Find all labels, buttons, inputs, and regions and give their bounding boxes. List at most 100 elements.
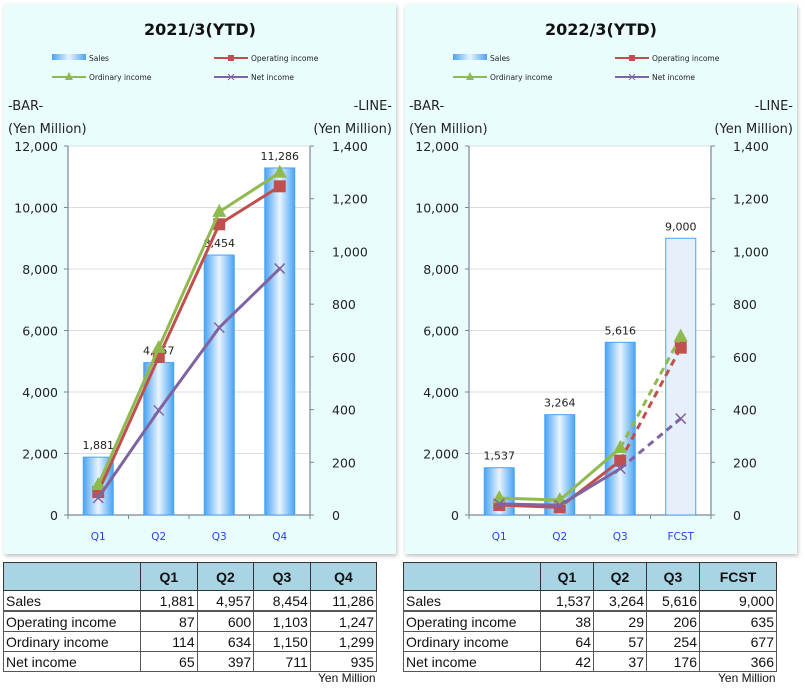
table-row: Ordinary income 114 634 1,150 1,299 [3,631,378,652]
left-axis-unit: (Yen Million) [409,122,488,137]
table-cell: 1,299 [309,631,378,652]
left-tick-label: 0 [50,508,58,523]
x-marker [554,499,566,511]
row-label: Ordinary income [3,631,141,652]
line-segment [96,408,161,500]
left-axis-title: -BAR- [409,99,445,114]
line-segment [157,326,221,412]
left-axis-title: -BAR- [8,99,44,114]
right-tick-label: 400 [733,403,757,418]
table-cell: 397 [196,651,255,672]
row-label: Net income [3,651,141,672]
table-cell: 1,150 [253,631,311,652]
category-label: Q1 [492,531,507,543]
table-cell: 5,616 [646,590,700,612]
table-cell: 114 [140,631,198,652]
line-segment [96,346,161,487]
right-axis-title: -LINE- [354,99,393,114]
bar-value-label: 9,000 [665,220,697,233]
category-label: Q2 [151,531,166,543]
category-label: Q3 [613,531,628,543]
x-marker [274,263,286,275]
table-row: Sales 1,537 3,264 5,616 9,000 [403,590,777,612]
table-cell: 176 [646,651,700,672]
triangle-marker [272,164,287,178]
table-header-cell: Q3 [253,562,311,591]
table-cell: 1,247 [309,610,378,632]
chart-panel-2021: 2021/3(YTD) Sales Operating income Ordinary… [4,4,396,554]
row-label: Operating income [3,610,141,632]
x-marker [153,404,165,416]
legend-item: Ordinary income [52,72,152,82]
table-row: Operating income 87 600 1,103 1,247 [3,610,378,632]
legend-item: Net income [615,73,695,82]
line-segment [497,502,562,507]
unit-label: Yen Million [318,671,376,685]
left-tick-label: 6,000 [423,324,459,339]
bar-fcst [665,237,697,516]
x-marker [92,492,104,504]
line-segment [558,467,622,507]
table-row: Operating income 38 29 206 635 [403,610,777,632]
left-tick-label: 6,000 [22,324,58,339]
bar-value-label: 1,881 [83,439,115,452]
data-table-2021: Q1 Q2 Q3 Q4 Sales 1,881 4,957 8,454 11,2… [3,562,378,672]
table-cell: 87 [140,610,198,632]
row-label: Ordinary income [403,631,541,652]
left-tick-label: 0 [451,508,459,523]
left-tick-label: 4,000 [22,385,58,400]
legend-item: Ordinary income [453,72,553,82]
series-operating-income [92,180,286,499]
table-row: Ordinary income 64 57 254 677 [403,631,777,652]
table-header-cell [403,562,541,591]
left-tick-label: 12,000 [14,139,58,154]
x-marker [614,463,626,475]
table-header-cell: Q1 [140,562,198,591]
bar-value-label: 3,264 [544,397,576,410]
legend: Sales Operating income Ordinary income Net … [52,54,319,82]
legend: Sales Operating income Ordinary income Net … [453,54,720,82]
chart-title: 2022/3(YTD) [545,20,657,39]
legend-item: Sales [52,54,109,63]
table-header-cell: Q4 [309,562,378,591]
table-row: Sales 1,881 4,957 8,454 11,286 [3,590,378,612]
line-segment [157,222,221,359]
bar-value-label: 11,286 [261,150,300,163]
legend-label: Ordinary income [89,73,152,82]
table-cell: 57 [593,631,647,652]
bar-q2 [143,362,175,516]
forecast-line-segment [618,346,683,462]
right-axis-unit: (Yen Million) [714,122,793,137]
left-tick-label: 4,000 [423,385,459,400]
chart-2021: 2021/3(YTD) Sales Operating income Ordinary… [8,20,393,543]
forecast-line-segment [618,335,683,449]
x-marker [493,498,505,510]
right-tick-label: 0 [332,508,340,523]
legend-square-marker [228,55,234,61]
category-label: Q1 [91,531,106,543]
legend-item: Operating income [615,54,720,63]
triangle-marker [212,203,227,217]
table-header-row: Q1 Q2 Q3 Q4 [3,562,378,591]
line-segment [157,210,221,350]
left-tick-label: 12,000 [415,139,459,154]
line-segment [558,446,622,502]
right-tick-label: 1,000 [733,244,769,259]
table-cell: 3,264 [593,590,647,612]
legend-label: Sales [490,54,510,63]
legend-item: Sales [453,54,510,63]
row-label: Net income [403,651,541,672]
table-cell: 1,537 [540,590,594,612]
table-cell: 935 [309,651,378,672]
right-tick-label: 200 [332,455,356,470]
table-header-cell [3,562,141,591]
x-marker [675,413,687,425]
left-tick-label: 10,000 [14,201,58,216]
table-header-cell: Q3 [646,562,700,591]
data-table-2022: Q1 Q2 Q3 FCST Sales 1,537 3,264 5,616 9,… [403,562,777,672]
table-cell: 64 [540,631,594,652]
line-segment [217,184,282,226]
triangle-marker [673,328,688,342]
table-header-cell: Q2 [196,562,255,591]
line-segment [497,496,562,502]
